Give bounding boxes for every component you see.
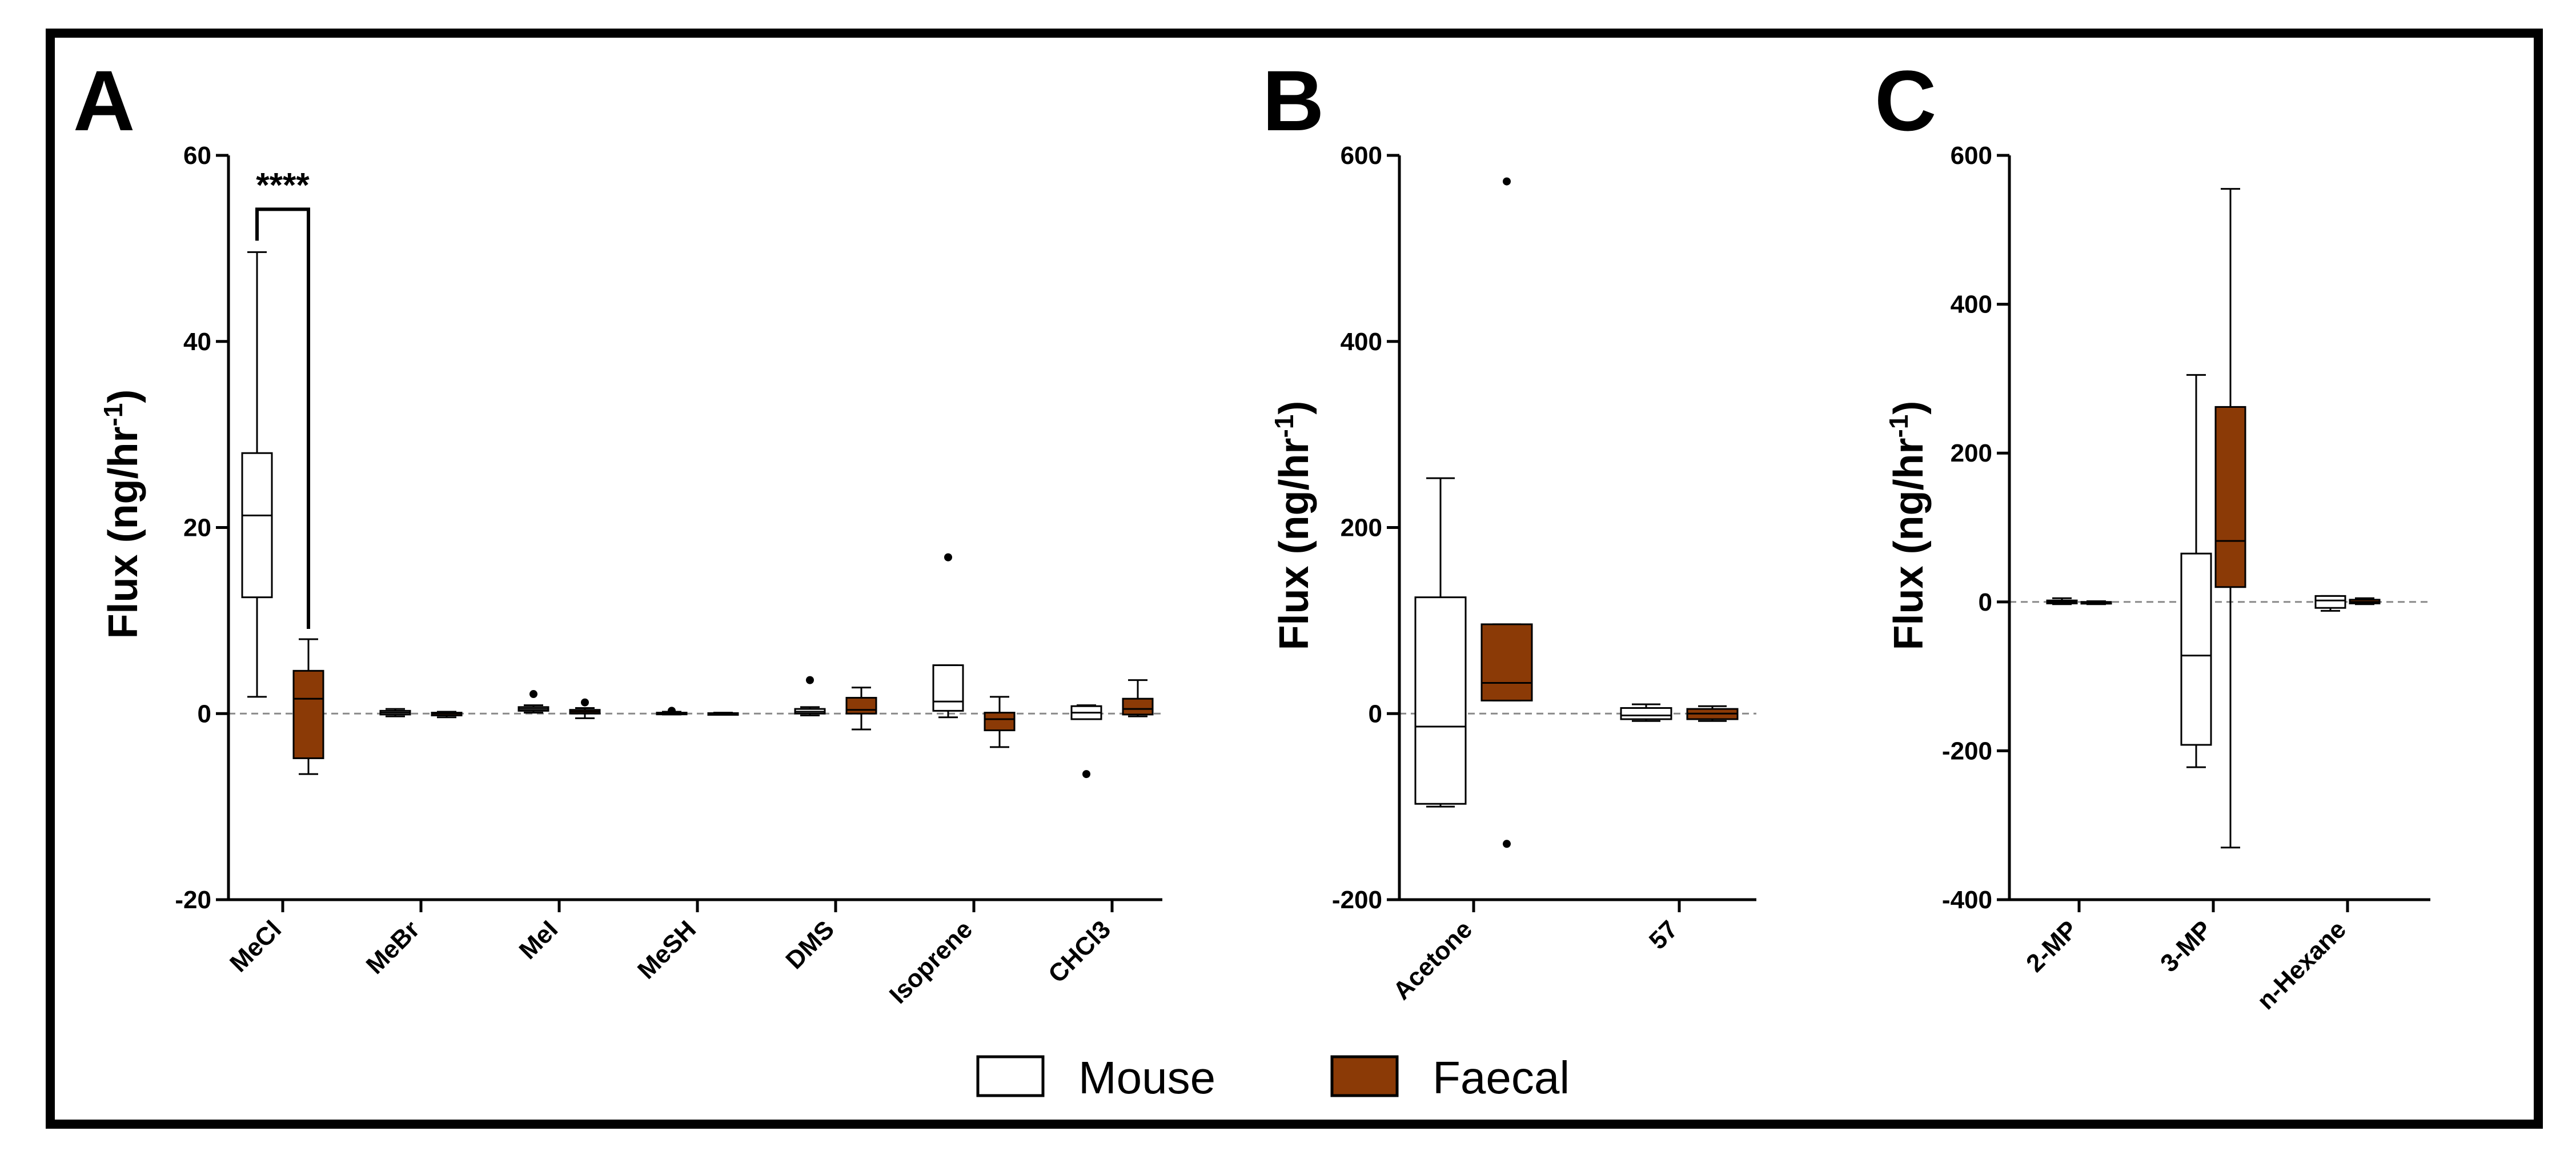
panel-c-y-tick-label: -200 — [1942, 737, 1992, 765]
panel-a-y-tick-label: 0 — [198, 700, 211, 728]
panel-letter-a: A — [73, 53, 135, 149]
panel-a-y-tick-label: 20 — [183, 514, 211, 542]
figure-border — [46, 29, 2543, 1129]
legend-swatch-mouse — [976, 1055, 1045, 1097]
panel-a-mouse-box-6-outlier — [1082, 770, 1090, 779]
panel-b-y-tick-label: 0 — [1369, 700, 1382, 728]
panel-a-faecal-box-5 — [984, 712, 1016, 732]
panel-b-y-tick-label: 400 — [1341, 328, 1382, 356]
panel-b-y-tick-label: -200 — [1332, 886, 1382, 914]
panel-b-y-tick-label: 200 — [1341, 514, 1382, 542]
panel-b-mouse-box-1 — [1620, 707, 1672, 720]
panel-a-mouse-box-3-outlier — [668, 707, 676, 715]
panel-c-y-tick-label: 200 — [1951, 439, 1992, 467]
panel-a-y-tick-label: 40 — [183, 328, 211, 356]
panel-c-y-axis-title: Flux (ng/hr-1) — [1884, 401, 1932, 651]
panel-c-y-tick-label: 0 — [1979, 588, 1992, 616]
panel-b-y-tick-label: 600 — [1341, 142, 1382, 170]
panel-a-mouse-box-0 — [241, 452, 273, 599]
panel-a-y-tick-label: 60 — [183, 142, 211, 170]
panel-a-y-tick-label: -20 — [175, 886, 211, 914]
panel-letter-c: C — [1875, 53, 1936, 149]
panel-a-faecal-box-4 — [845, 697, 877, 715]
panel-a-faecal-box-6 — [1122, 697, 1154, 716]
panel-c-y-tick-label: 400 — [1951, 291, 1992, 319]
legend: Mouse Faecal — [976, 1052, 1570, 1103]
panel-b-faecal-box-0 — [1480, 623, 1533, 701]
panel-a-faecal-box-2-outlier — [581, 698, 589, 707]
panel-c-y-tick-label: -400 — [1942, 886, 1992, 914]
panel-a-faecal-box-0 — [292, 669, 324, 759]
panel-a-mouse-box-5 — [932, 664, 964, 712]
panel-b-y-axis-title: Flux (ng/hr-1) — [1269, 401, 1317, 651]
significance-bracket — [255, 207, 310, 629]
legend-swatch-faecal — [1330, 1055, 1399, 1097]
significance-label: **** — [256, 166, 310, 204]
panel-a-mouse-box-2-outlier — [529, 690, 537, 699]
legend-label-faecal: Faecal — [1433, 1052, 1570, 1103]
legend-label-mouse: Mouse — [1078, 1052, 1215, 1103]
panel-c-mouse-box-2 — [2314, 595, 2346, 609]
panel-c-y-tick-label: 600 — [1951, 142, 1992, 170]
panel-a-y-axis-title: Flux (ng/hr-1) — [98, 390, 146, 639]
panel-a-mouse-box-5-outlier — [944, 553, 952, 562]
panel-b-mouse-box-0 — [1414, 596, 1467, 805]
panel-a-mouse-box-4-outlier — [806, 676, 814, 684]
panel-letter-b: B — [1262, 53, 1324, 149]
panel-c-faecal-box-1 — [2214, 406, 2246, 588]
panel-b-faecal-box-0-outlier — [1503, 177, 1511, 186]
panel-c-mouse-box-1 — [2180, 552, 2212, 746]
panel-b-faecal-box-0-outlier — [1503, 840, 1511, 848]
